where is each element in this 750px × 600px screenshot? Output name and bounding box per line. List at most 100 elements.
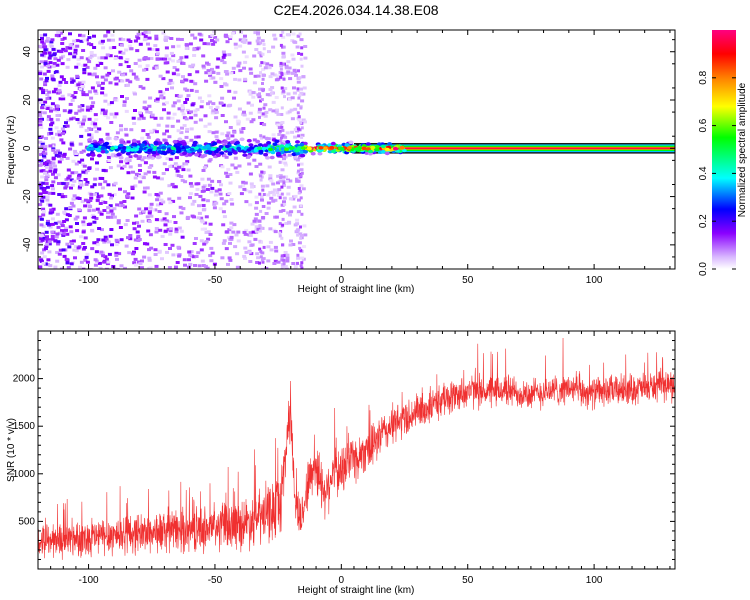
heatmap-cell: [169, 158, 173, 161]
figure: C2E4.2026.034.14.38.E08 -100 -50 0 50 100-40…: [0, 0, 750, 600]
heatmap-cell: [209, 190, 213, 193]
heatmap-cell: [82, 71, 86, 74]
heatmap-cell: [56, 118, 60, 121]
heatmap-cell: [264, 66, 268, 69]
heatmap-cell: [138, 164, 142, 167]
heatmap-cell: [165, 46, 169, 49]
heatmap-cell: [125, 97, 129, 100]
heatmap-cell: [111, 39, 115, 42]
heatmap-cell: [261, 216, 265, 219]
heatmap-cell: [276, 152, 281, 156]
heatmap-cell: [111, 265, 115, 268]
heatmap-cell: [268, 227, 272, 230]
heatmap-cell: [43, 172, 47, 175]
heatmap-cell: [75, 229, 79, 232]
heatmap-cell: [265, 156, 270, 160]
heatmap-cell: [230, 198, 234, 201]
heatmap-cell: [231, 231, 235, 234]
heatmap-cell: [44, 48, 48, 51]
heatmap-cell: [114, 254, 118, 257]
heatmap-cell: [81, 242, 85, 245]
heatmap-cell: [162, 132, 166, 135]
heatmap-cell: [105, 258, 109, 261]
heatmap-cell: [385, 152, 390, 156]
heatmap-cell: [211, 109, 215, 112]
heatmap-cell: [90, 157, 94, 160]
heatmap-cell: [216, 57, 220, 60]
heatmap-cell: [159, 75, 163, 78]
heatmap-cell: [70, 242, 74, 245]
heatmap-cell: [38, 114, 42, 117]
heatmap-cell: [40, 223, 44, 226]
heatmap-cell: [98, 183, 102, 186]
heatmap-cell: [141, 129, 145, 132]
heatmap-cell: [140, 137, 144, 140]
heatmap-cell: [56, 213, 60, 216]
heatmap-cell: [224, 172, 228, 175]
heatmap-cell: [102, 169, 106, 172]
heatmap-cell: [69, 206, 73, 209]
heatmap-cell: [57, 59, 61, 62]
heatmap-cell: [162, 108, 166, 111]
heatmap-cell: [263, 103, 267, 106]
heatmap-cell: [158, 90, 162, 93]
heatmap-cell: [146, 215, 150, 218]
heatmap-cell: [170, 86, 174, 89]
heatmap-cell: [271, 72, 275, 75]
heatmap-cell: [229, 126, 233, 129]
heatmap-cell: [40, 106, 44, 109]
heatmap-cell: [63, 153, 67, 156]
heatmap-cell: [131, 197, 135, 200]
heatmap-cell: [80, 184, 84, 187]
heatmap-cell: [400, 146, 405, 150]
heatmap-cell: [118, 188, 122, 191]
heatmap-cell: [93, 178, 97, 181]
heatmap-cell: [235, 171, 239, 174]
heatmap-cell: [138, 111, 142, 114]
heatmap-cell: [266, 245, 270, 248]
heatmap-cell: [104, 56, 108, 59]
heatmap-cell: [134, 215, 138, 218]
heatmap-cell: [207, 230, 211, 233]
colorbar-tick-label: 0.4: [698, 166, 709, 180]
heatmap-cell: [269, 75, 273, 78]
heatmap-cell: [214, 150, 219, 154]
heatmap-cell: [277, 261, 281, 264]
heatmap-cell: [176, 73, 180, 76]
heatmap-cell: [127, 140, 131, 143]
heatmap-cell: [120, 264, 124, 267]
heatmap-cell: [94, 264, 98, 267]
heatmap-cell: [207, 178, 211, 181]
heatmap-cell: [249, 173, 253, 176]
heatmap-cell: [162, 152, 167, 156]
heatmap-cell: [281, 243, 284, 246]
y-tick-label: 20: [22, 94, 33, 106]
heatmap-cell: [149, 130, 153, 133]
heatmap-cell: [102, 209, 106, 212]
heatmap-cell: [185, 136, 189, 139]
heatmap-cell: [198, 264, 202, 267]
heatmap-cell: [45, 40, 49, 43]
heatmap-cell: [297, 104, 300, 107]
heatmap-cell: [180, 38, 184, 41]
heatmap-cell: [54, 176, 58, 179]
heatmap-cell: [165, 54, 169, 57]
heatmap-cell: [288, 110, 292, 113]
heatmap-cell: [296, 234, 299, 237]
heatmap-cell: [76, 39, 80, 42]
heatmap-cell: [44, 145, 48, 148]
heatmap-cell: [174, 266, 178, 269]
heatmap-cell: [51, 217, 55, 220]
heatmap-cell: [202, 204, 206, 207]
heatmap-cell: [87, 138, 92, 142]
heatmap-cell: [169, 227, 173, 230]
heatmap-cell: [44, 137, 48, 140]
heatmap-cell: [44, 62, 48, 65]
heatmap-cell: [188, 153, 193, 157]
snr-ylabel: SNR (10 * v/v): [6, 418, 17, 482]
heatmap-cell: [300, 213, 303, 216]
heatmap-cell: [297, 134, 300, 137]
heatmap-cell: [171, 183, 175, 186]
heatmap-cell: [242, 255, 246, 258]
heatmap-cell: [103, 111, 107, 114]
